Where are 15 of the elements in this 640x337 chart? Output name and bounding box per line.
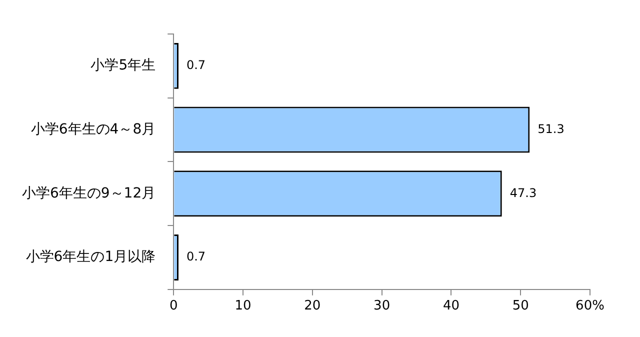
data-label: 0.7 <box>186 58 206 72</box>
y-tick-label: 小学5年生 <box>90 58 156 74</box>
x-tick-label: 60% <box>576 298 604 314</box>
y-tick-label: 小学6年生の4～8月 <box>30 121 156 138</box>
x-tick-label: 0 <box>169 298 178 314</box>
data-label: 51.3 <box>538 122 564 136</box>
x-tick-label: 10 <box>234 298 252 314</box>
x-tick-label: 20 <box>304 298 321 314</box>
x-tick-label: 40 <box>442 298 460 314</box>
x-tick-label: 30 <box>374 298 390 314</box>
data-label: 47.3 <box>510 186 537 200</box>
y-tick-label: 小学6年生の1月以降 <box>26 249 156 266</box>
x-tick-label: 50 <box>512 298 529 314</box>
data-label: 0.7 <box>186 250 206 264</box>
y-tick-label: 小学6年生の9～12月 <box>22 185 156 202</box>
